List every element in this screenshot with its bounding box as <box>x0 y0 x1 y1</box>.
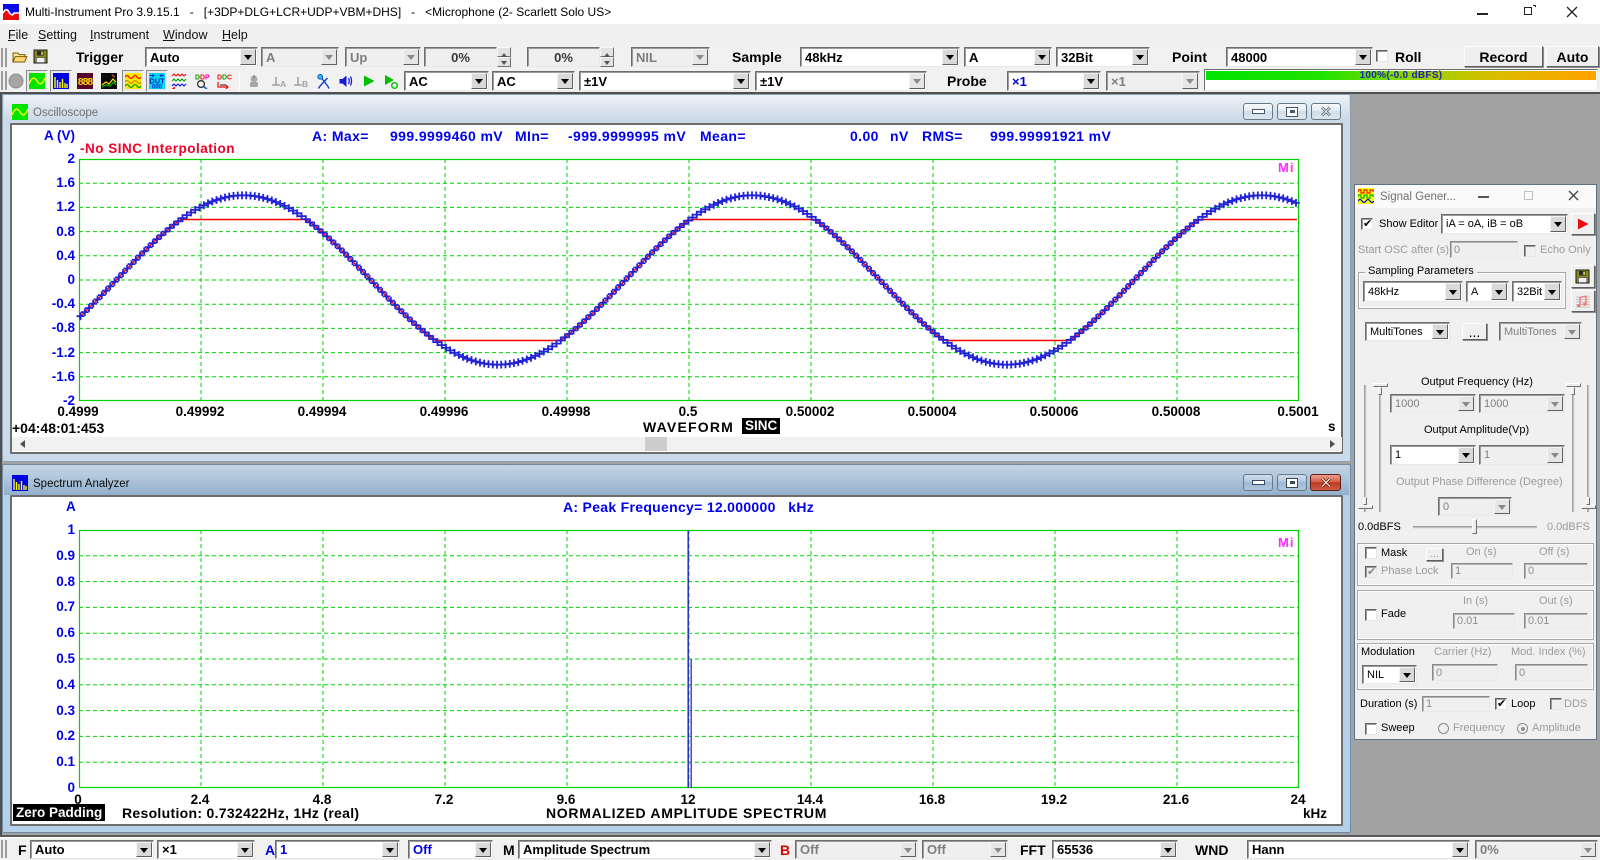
svg-text:888: 888 <box>78 76 93 88</box>
svg-text:P: P <box>205 75 210 82</box>
svg-text:DUT: DUT <box>149 77 165 86</box>
svg-text:A: A <box>280 79 286 89</box>
svg-text:000: 000 <box>152 85 163 90</box>
svg-text:C: C <box>227 75 232 82</box>
svg-text:D: D <box>200 75 205 82</box>
svg-text:D: D <box>222 75 227 82</box>
svg-text:D: D <box>217 75 222 82</box>
svg-text:B: B <box>302 79 308 89</box>
svg-text:D: D <box>195 75 200 82</box>
